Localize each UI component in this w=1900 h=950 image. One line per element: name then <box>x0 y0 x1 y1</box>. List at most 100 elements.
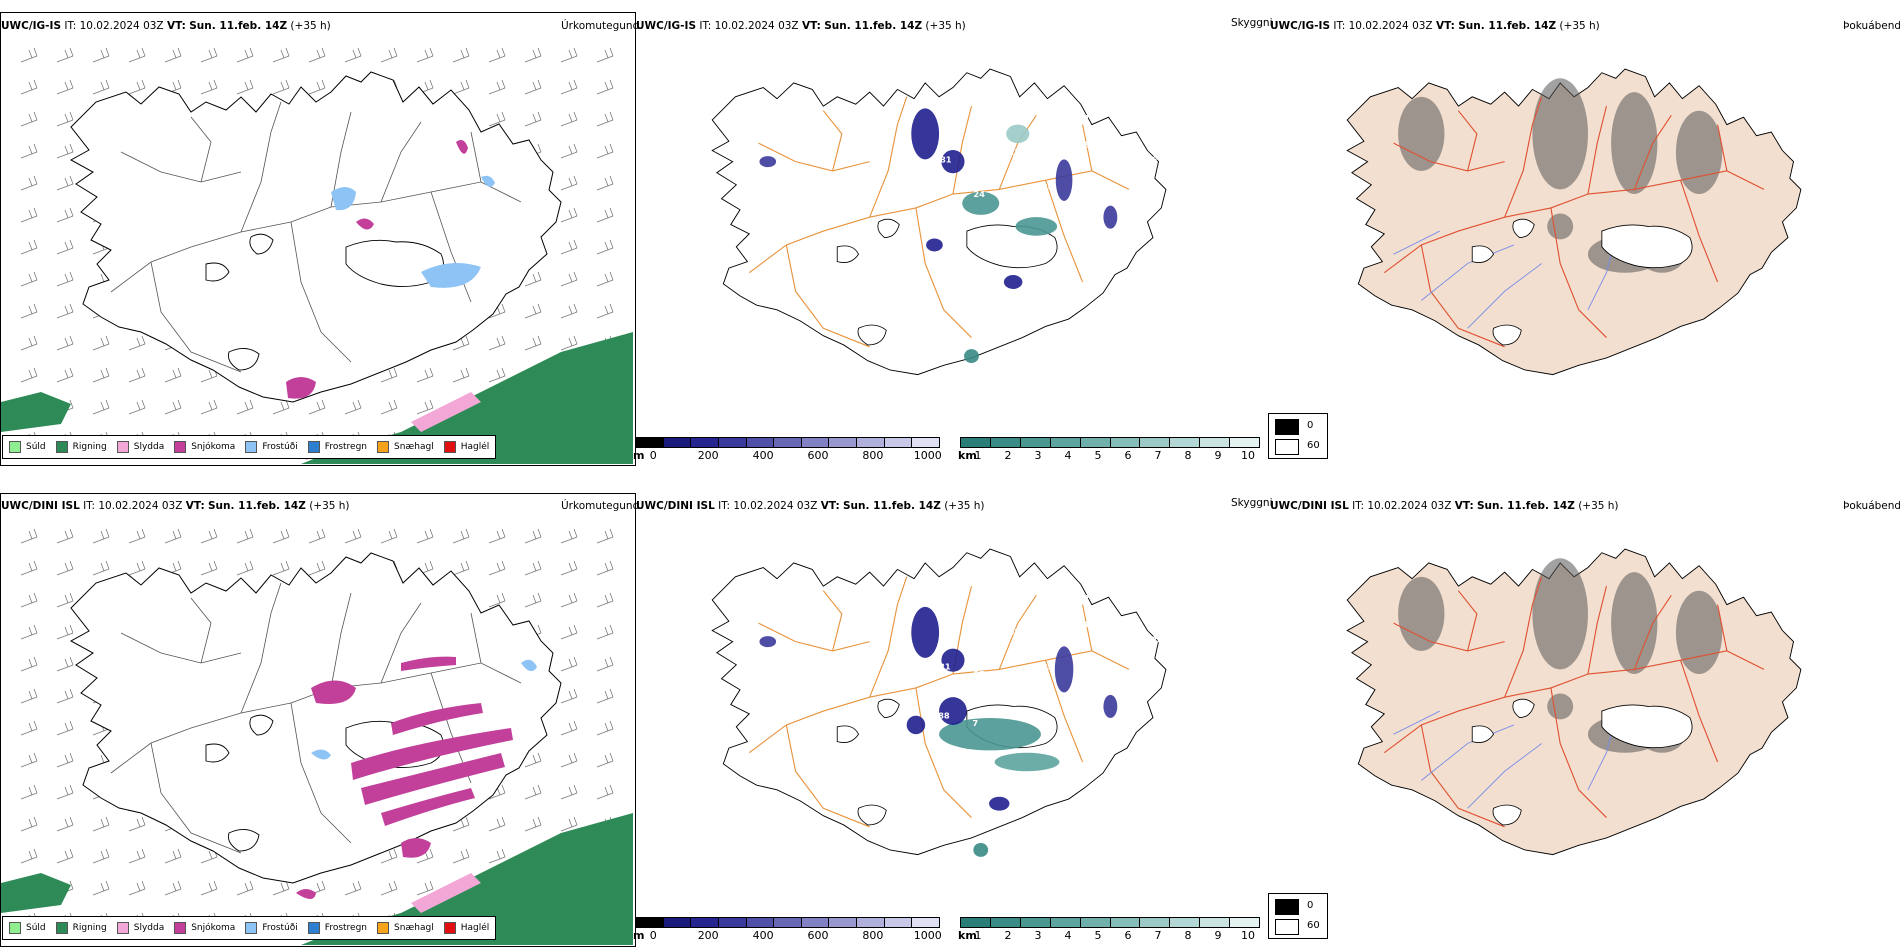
colorbar-bin <box>663 438 692 447</box>
model-name: UWC/IG-IS <box>1270 20 1331 32</box>
colorbar-bin <box>1170 438 1201 447</box>
legend-item: Frostregn <box>307 922 367 934</box>
legend-swatch <box>307 922 320 934</box>
precip-patch <box>351 728 513 780</box>
rain-area <box>301 332 633 464</box>
legend-item: Rigning <box>55 922 107 934</box>
model-name: UWC/DINI ISL <box>1270 500 1349 512</box>
legend-swatch <box>9 441 21 453</box>
colorbar-tick: 1000 <box>913 449 942 462</box>
colorbar-tick: 1000 <box>913 929 942 942</box>
colorbar-tick: 6 <box>1124 449 1132 462</box>
cloud-map-top: 41 10 74 64 64 77 13 27 81 53 13 77 92 16 16 31 24 9 28 84 5… <box>647 32 1233 432</box>
colorbar-bin <box>1110 438 1141 447</box>
cloud-patch <box>759 156 777 168</box>
glacier-outline <box>836 725 859 743</box>
precip-patch <box>361 753 505 805</box>
legend-label: Snæhagl <box>394 923 434 933</box>
rain-area <box>1 873 71 913</box>
height-colorbar-top: m 0 200 400 600 800 1000 <box>633 437 942 462</box>
fog-title-bottom: Þokuábendi <box>1843 500 1900 512</box>
road <box>1633 115 1672 190</box>
fog-patch <box>1547 693 1574 720</box>
colorbar-bin <box>857 918 885 927</box>
cloud-label: 05 <box>1042 661 1054 671</box>
road <box>380 121 422 203</box>
cloud-title-top: Skyggni <box>1231 17 1273 29</box>
legend-item: Frostregn <box>307 441 367 453</box>
road <box>758 142 870 172</box>
vt-label: VT: <box>1454 500 1474 512</box>
cloud-label: 124 <box>1111 627 1129 637</box>
legend-label: Snæhagl <box>394 442 434 452</box>
colorbar-bin <box>691 438 719 447</box>
vt-label: VT: <box>801 20 821 32</box>
colorbar-tick: 600 <box>807 929 829 942</box>
vt-value: Sun. 11.feb. 14Z <box>1477 500 1575 512</box>
legend-swatch <box>245 441 258 453</box>
road <box>1550 207 1607 338</box>
precip-map-bottom <box>1 513 633 945</box>
legend-item: Haglél <box>443 922 489 934</box>
colorbar-bin <box>1080 438 1111 447</box>
legend-item: Súld <box>9 922 46 934</box>
legend-swatch <box>443 441 456 453</box>
road <box>822 110 843 172</box>
cloud-label: 53 <box>1009 578 1021 588</box>
precip-patch <box>331 187 356 211</box>
cloud-label: 41 <box>907 98 919 108</box>
glacier-outline <box>249 233 274 255</box>
colorbar-bin <box>1230 918 1260 927</box>
cloud-label: 92 <box>1077 140 1089 150</box>
lead-time: (+35 h) <box>309 500 350 512</box>
legend-label: Snjókoma <box>191 923 236 933</box>
cloud-patch <box>941 150 965 174</box>
cloud-label: 10 <box>941 105 953 115</box>
legend-label: Snjókoma <box>191 442 236 452</box>
precip-panel-top <box>0 12 636 466</box>
colorbar-bin <box>961 438 991 447</box>
cloud-patch <box>1055 159 1073 201</box>
precip-panel-bottom <box>0 493 636 947</box>
it-label: IT: <box>718 500 731 512</box>
road <box>758 622 870 652</box>
road <box>330 111 352 208</box>
cloud-label: 15 <box>938 230 950 240</box>
colorbar-bin <box>1230 438 1260 447</box>
road <box>1680 179 1719 283</box>
road <box>1717 124 1728 171</box>
colorbar-bin <box>1140 918 1171 927</box>
legend-label: Rigning <box>72 442 107 452</box>
fog-patch <box>1398 96 1445 171</box>
road <box>1082 124 1093 171</box>
road <box>120 151 242 183</box>
legend-swatch <box>174 441 187 453</box>
cloud-label: 94 <box>1076 669 1088 679</box>
precip-patch <box>521 659 537 672</box>
fog-patch <box>1675 590 1723 675</box>
legend-item: Frostúði <box>245 922 298 934</box>
colorbar-unit: km <box>958 929 977 942</box>
precip-patch <box>296 889 316 899</box>
cloud-label: 53 <box>974 140 986 150</box>
legend-swatch <box>443 922 456 934</box>
road <box>915 687 972 818</box>
cloud-label: 21 <box>939 661 951 671</box>
road <box>1393 622 1505 652</box>
colorbar-ticks: 1 2 3 4 5 6 7 8 9 10 <box>960 929 1260 943</box>
road <box>240 582 282 714</box>
colorbar-strip <box>960 437 1260 448</box>
cloud-label: 13 <box>1009 147 1021 157</box>
colorbar-tick: 10 <box>1241 449 1255 462</box>
colorbar-ticks: 1 2 3 4 5 6 7 8 9 10 <box>960 449 1260 463</box>
road <box>190 116 212 183</box>
colorbar-bin <box>912 918 940 927</box>
cloud-label: 70 <box>940 635 952 645</box>
fog-header-bottom: UWC/DINI ISL IT: 10.02.2024 03Z VT: Sun.… <box>1270 500 1619 512</box>
colorbar-bin <box>636 918 664 927</box>
colorbar-tick: 8 <box>1184 929 1192 942</box>
cloud-label: 82 <box>1078 593 1090 603</box>
colorbar-tick: 800 <box>862 449 884 462</box>
colorbar-bin <box>663 918 692 927</box>
vt-label: VT: <box>820 500 840 512</box>
